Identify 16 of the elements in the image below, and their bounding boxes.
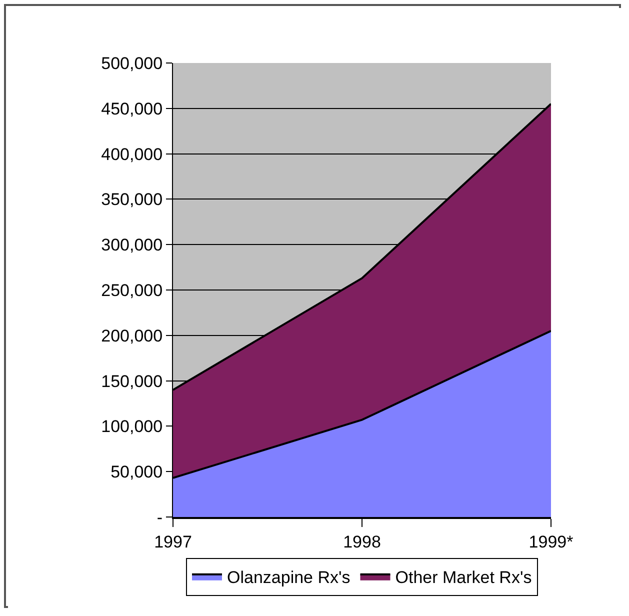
y-tick-label: 100,000 (101, 417, 163, 436)
x-tick-label: 1999* (528, 532, 574, 552)
y-tick-label: 300,000 (101, 236, 163, 255)
y-tick-label: - (156, 508, 163, 527)
y-tick-label: 450,000 (101, 99, 163, 118)
y-tick-label: 150,000 (101, 372, 163, 391)
y-tick-label: 350,000 (101, 190, 163, 210)
y-tick-label: 500,000 (101, 54, 163, 73)
y-tick-label: 400,000 (101, 144, 163, 164)
legend-label: Olanzapine Rx's (227, 568, 350, 588)
x-tick-label: 1998 (343, 532, 381, 552)
y-tick-label: 50,000 (110, 462, 163, 482)
legend-label: Other Market Rx's (395, 568, 532, 588)
y-tick-label: 250,000 (101, 280, 163, 300)
x-tick-label: 1997 (154, 532, 192, 552)
y-tick-label: 200,000 (101, 326, 163, 346)
